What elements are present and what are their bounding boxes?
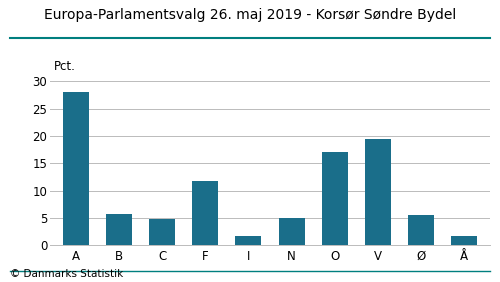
Bar <box>236 235 262 245</box>
Bar <box>408 215 434 245</box>
Bar <box>63 92 89 245</box>
Bar <box>192 181 218 245</box>
Text: Europa-Parlamentsvalg 26. maj 2019 - Korsør Søndre Bydel: Europa-Parlamentsvalg 26. maj 2019 - Kor… <box>44 8 456 23</box>
Bar <box>451 235 477 245</box>
Bar <box>106 214 132 245</box>
Bar <box>278 218 304 245</box>
Text: © Danmarks Statistik: © Danmarks Statistik <box>10 269 123 279</box>
Bar <box>149 219 175 245</box>
Text: Pct.: Pct. <box>54 60 76 73</box>
Bar <box>365 139 391 245</box>
Bar <box>322 153 347 245</box>
